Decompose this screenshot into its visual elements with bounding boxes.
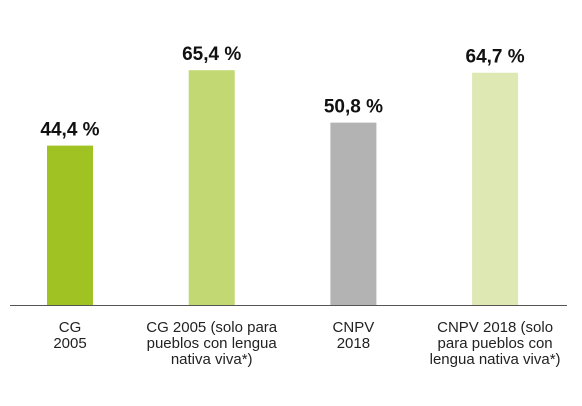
value-label: 64,7 % xyxy=(466,47,525,68)
x-tick-label: CG 2005 xyxy=(53,319,87,352)
x-tick-label: CNPV 2018 (solo para pueblos con lengua … xyxy=(429,319,561,368)
x-tick-label: CG 2005 (solo para pueblos con lengua na… xyxy=(146,319,278,368)
value-label: 50,8 % xyxy=(324,97,383,118)
bar xyxy=(330,122,377,306)
bar xyxy=(472,72,519,306)
value-label: 44,4 % xyxy=(40,120,99,141)
value-label: 65,4 % xyxy=(182,44,241,65)
bar xyxy=(47,145,93,305)
bar xyxy=(188,70,235,306)
x-tick-label: CNPV 2018 xyxy=(332,319,375,352)
